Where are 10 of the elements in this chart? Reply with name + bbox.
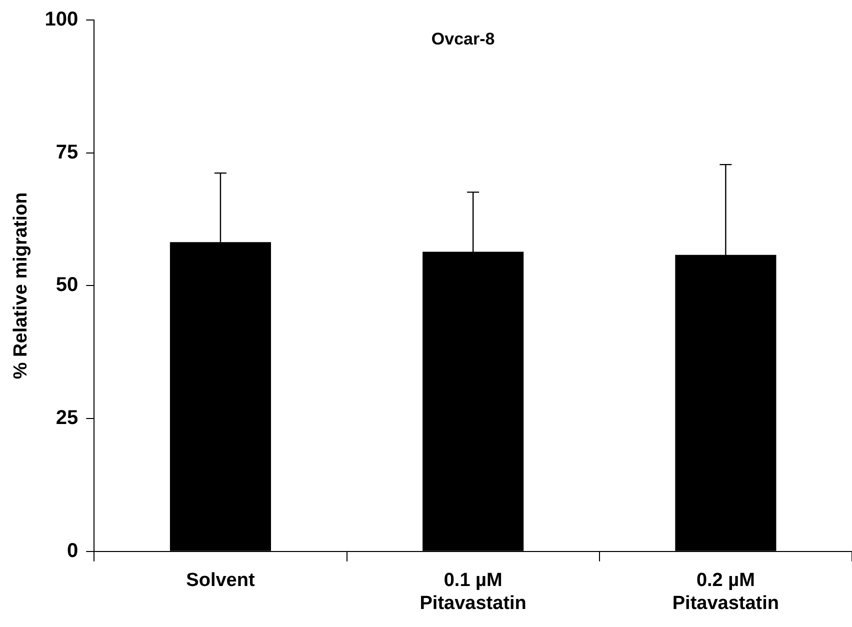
y-tick-label: 75 [56, 141, 78, 164]
y-tick-label: 100 [44, 8, 78, 31]
text: Ovcar-8 [431, 30, 495, 49]
y-tick-label: 25 [56, 407, 78, 430]
x-tick-label: Solvent [186, 570, 256, 592]
y-tick-label: 50 [56, 274, 78, 296]
x-tick-label: 0.1 µM Pitavastatin [420, 570, 526, 614]
y-tick-label: 0 [67, 540, 78, 562]
x-tick-label: 0.2 µM Pitavastatin [672, 570, 780, 614]
y-axis-title: % Relative migration [10, 192, 32, 380]
